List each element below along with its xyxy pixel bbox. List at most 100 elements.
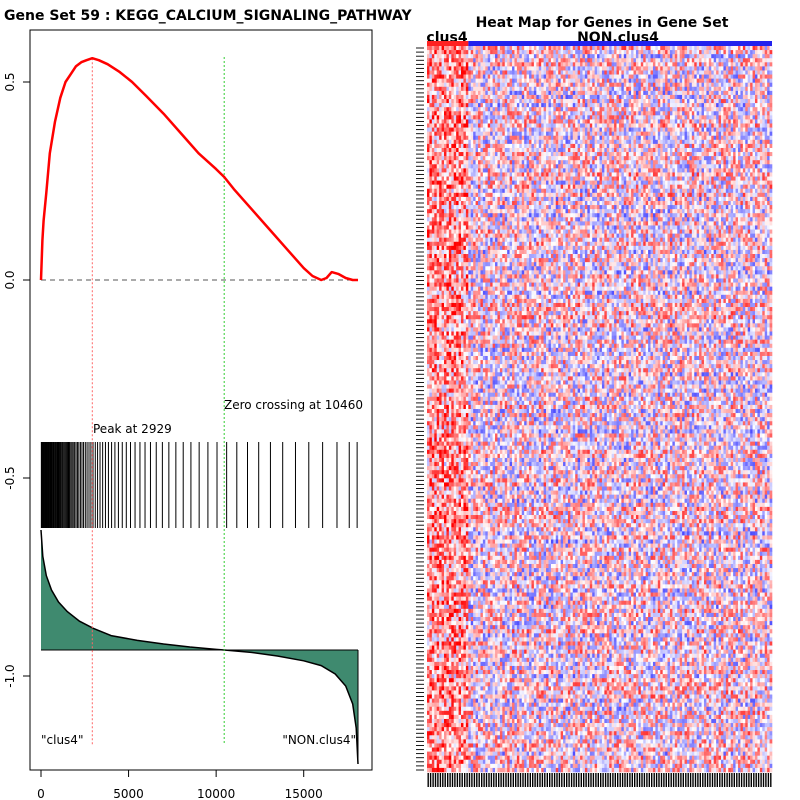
heatmap-cell	[609, 147, 612, 153]
heatmap-cell	[577, 176, 581, 181]
heatmap-cell	[512, 99, 515, 104]
heatmap-cell	[531, 119, 535, 124]
heatmap-cell	[480, 82, 484, 88]
heatmap-cell	[536, 54, 540, 59]
heatmap-cell	[487, 119, 491, 124]
heatmap-cell	[745, 176, 748, 181]
heatmap-cell	[490, 147, 493, 153]
heatmap-cell	[720, 94, 724, 100]
heatmap-cell	[543, 180, 547, 185]
heatmap-cell	[582, 123, 586, 128]
heatmap-cell	[514, 70, 518, 75]
heatmap-cell	[485, 66, 489, 71]
heatmap-cell	[463, 58, 467, 63]
heatmap-cell	[565, 172, 569, 177]
heatmap-cell	[507, 160, 510, 165]
heatmap-cell	[609, 156, 612, 161]
heatmap-cell	[601, 58, 605, 63]
heatmap-cell	[631, 82, 634, 88]
heatmap-cell	[718, 156, 722, 161]
heatmap-cell	[521, 99, 525, 104]
heatmap-cell	[516, 86, 520, 92]
heatmap-cell	[465, 58, 469, 63]
heatmap-cell	[618, 99, 622, 104]
heatmap-cell	[713, 147, 717, 153]
heatmap-cell	[529, 180, 532, 185]
heatmap-cell	[720, 82, 724, 88]
heatmap-cell	[694, 180, 697, 185]
heatmap-cell	[478, 172, 481, 177]
heatmap-cell	[699, 58, 702, 63]
heatmap-cell	[609, 139, 612, 145]
heatmap-cell	[711, 152, 714, 157]
heatmap-cell	[468, 70, 472, 75]
heatmap-cell	[453, 103, 457, 108]
heatmap-cell	[567, 78, 571, 84]
heatmap-cell	[691, 160, 695, 165]
heatmap-cell	[752, 127, 756, 132]
heatmap-cell	[526, 156, 530, 161]
heatmap-cell	[572, 99, 576, 104]
heatmap-cell	[631, 111, 634, 116]
heatmap-cell	[614, 147, 617, 153]
heatmap-cell	[550, 86, 554, 92]
heatmap-cell	[589, 156, 593, 161]
heatmap-cell	[723, 111, 727, 116]
heatmap-cell	[752, 50, 756, 55]
heatmap-cell	[448, 123, 452, 128]
heatmap-cell	[531, 103, 535, 108]
heatmap-cell	[475, 184, 479, 190]
heatmap-cell	[526, 78, 530, 84]
heatmap-cell	[570, 143, 574, 149]
heatmap-cell	[737, 86, 741, 92]
heatmap-cell	[487, 123, 491, 128]
heatmap-cell	[677, 82, 680, 88]
heatmap-cell	[446, 58, 450, 63]
heatmap-cell	[638, 168, 642, 173]
heatmap-cell	[529, 86, 532, 92]
heatmap-cell	[495, 82, 498, 88]
heatmap-cell	[745, 54, 748, 59]
heatmap-cell	[582, 74, 586, 79]
heatmap-cell	[592, 94, 595, 100]
heatmap-cell	[752, 131, 756, 137]
heatmap-cell	[451, 62, 455, 67]
heatmap-cell	[453, 86, 457, 92]
heatmap-cell	[553, 54, 557, 59]
heatmap-cell	[570, 123, 574, 128]
heatmap-cell	[575, 152, 578, 157]
heatmap-cell	[531, 152, 535, 157]
heatmap-cell	[434, 131, 438, 137]
heatmap-cell	[572, 152, 576, 157]
heatmap-cell	[431, 82, 435, 88]
heatmap-cell	[609, 143, 612, 149]
heatmap-cell	[635, 180, 639, 185]
heatmap-cell	[560, 103, 564, 108]
heatmap-cell	[735, 139, 739, 145]
heatmap-cell	[453, 164, 457, 169]
heatmap-cell	[550, 107, 554, 112]
heatmap-cell	[572, 172, 576, 177]
heatmap-cell	[577, 62, 581, 67]
heatmap-cell	[582, 139, 586, 145]
heatmap-cell	[606, 50, 610, 55]
heatmap-cell	[648, 94, 651, 100]
heatmap-cell	[640, 176, 644, 181]
heatmap-cell	[691, 46, 695, 51]
heatmap-cell	[560, 147, 564, 153]
heatmap-cell	[538, 147, 542, 153]
heatmap-cell	[456, 147, 459, 153]
heatmap-cell	[662, 131, 666, 137]
heatmap-cell	[478, 58, 481, 63]
heatmap-cell	[686, 152, 690, 157]
heatmap-cell	[631, 143, 634, 149]
heatmap-cell	[762, 99, 766, 104]
heatmap-cell	[643, 74, 646, 79]
heatmap-cell	[606, 99, 610, 104]
heatmap-cell	[699, 135, 702, 141]
heatmap-cell	[701, 82, 705, 88]
heatmap-cell	[682, 78, 685, 84]
heatmap-cell	[429, 147, 433, 153]
heatmap-cell	[604, 164, 608, 169]
heatmap-cell	[485, 50, 489, 55]
